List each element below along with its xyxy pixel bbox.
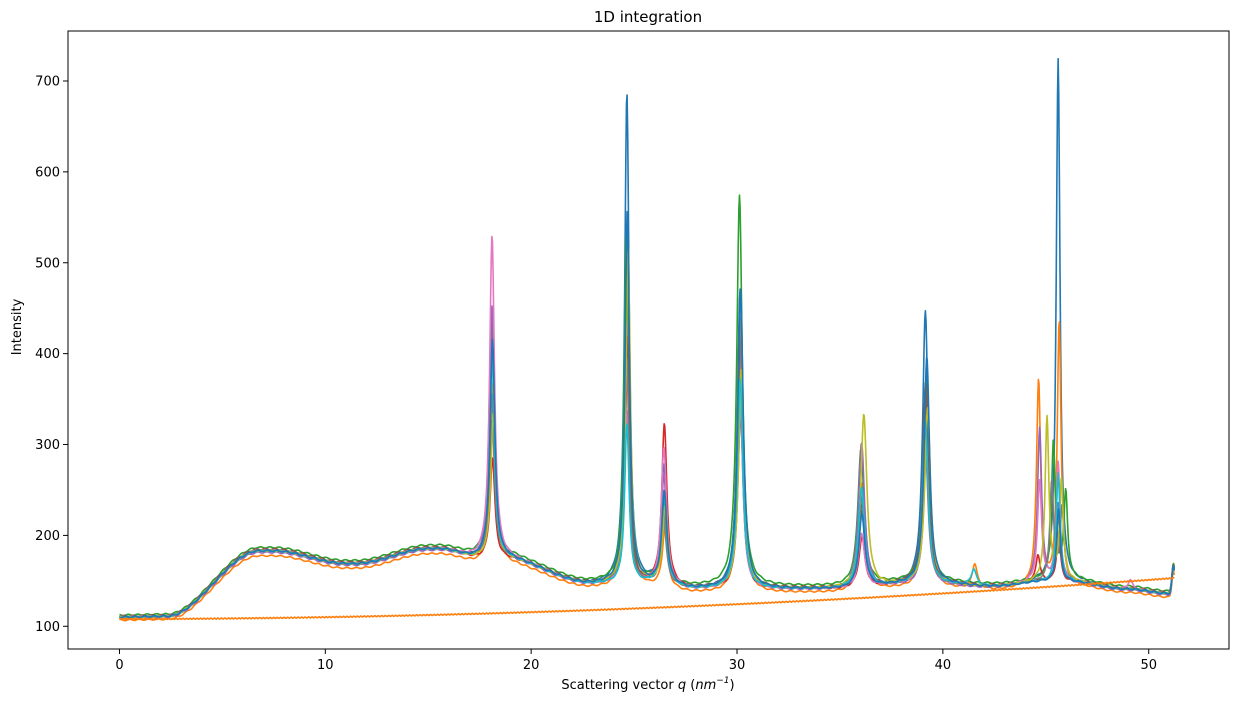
series-layer: [118, 57, 1176, 622]
y-tick-label: 300: [35, 438, 60, 453]
y-tick-label: 400: [35, 347, 60, 362]
x-axis-label-prefix: Scattering vector: [561, 678, 678, 693]
x-tick-label: 10: [317, 658, 334, 673]
x-axis-label-unit: nm: [695, 678, 716, 693]
chart-title: 1D integration: [594, 8, 702, 26]
y-tick-label: 500: [35, 256, 60, 271]
x-tick-label: 30: [729, 658, 746, 673]
y-tick-label: 200: [35, 529, 60, 544]
plot-frame: [67, 30, 1230, 650]
y-tick-label: 100: [35, 620, 60, 635]
x-axis-label-variable: q: [678, 678, 686, 693]
y-axis: 100 200 300 400 500 600 700: [35, 74, 68, 635]
series-line-12: [118, 576, 1175, 621]
y-tick-label: 600: [35, 165, 60, 180]
x-tick-label: 50: [1140, 658, 1157, 673]
series-line-3: [119, 194, 1176, 617]
x-tick-label: 40: [935, 658, 952, 673]
x-axis-label-close: ): [730, 678, 735, 693]
y-axis-label: Intensity: [10, 298, 25, 355]
series-line-11: [119, 210, 1176, 619]
x-axis-label-exponent: −1: [716, 676, 729, 686]
x-axis-label-open: (: [686, 678, 695, 693]
x-axis: 0 10 20 30 40 50: [115, 649, 1157, 673]
x-axis-label: Scattering vector q (nm−1): [561, 676, 734, 693]
y-tick-label: 700: [35, 74, 60, 89]
x-tick-label: 20: [523, 658, 540, 673]
x-tick-label: 0: [115, 658, 123, 673]
